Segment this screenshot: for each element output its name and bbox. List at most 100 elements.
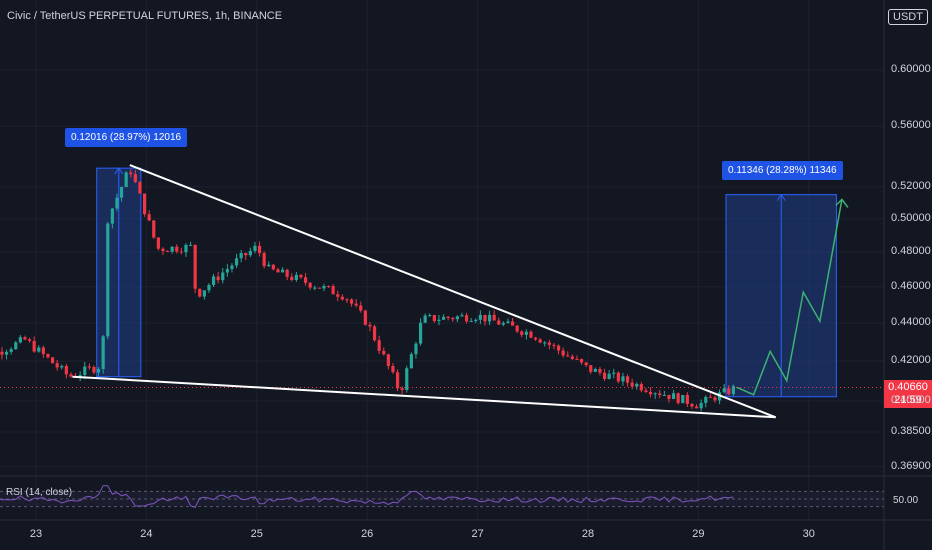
candle-body [662, 394, 666, 396]
projection-arrowhead [835, 198, 849, 208]
candle-body [101, 336, 105, 369]
last-price-tag: 0.40660 21:59 [884, 380, 932, 408]
trendline [72, 375, 776, 419]
candle-body [455, 316, 459, 320]
candle-body [27, 339, 32, 342]
candle-body [731, 386, 735, 395]
currency-button[interactable]: USDT [888, 9, 928, 25]
candle-body [184, 244, 188, 253]
candle-body [83, 366, 87, 375]
candle-body [524, 331, 528, 335]
rsi-line [0, 485, 734, 508]
candle-body [400, 388, 404, 391]
candle-body [161, 248, 165, 252]
candle-body [170, 246, 174, 252]
candle-body [4, 351, 9, 355]
falling-wedge [72, 164, 777, 419]
candle-body [658, 393, 662, 395]
candle-body [685, 394, 689, 405]
candle-body [497, 320, 501, 325]
candle-body [175, 246, 179, 252]
candle-body [336, 294, 340, 297]
candle-body [0, 351, 4, 355]
chart-title: Civic / TetherUS PERPETUAL FUTURES, 1h, … [7, 10, 283, 22]
candle-body [115, 197, 119, 209]
candle-body [267, 264, 271, 267]
rsi-pane [0, 485, 884, 508]
candle-body [239, 253, 243, 259]
candle-body [474, 319, 478, 321]
candle-body [653, 393, 657, 395]
measure-boxes [96, 167, 837, 398]
candle-body [561, 350, 565, 356]
candle-body [294, 274, 298, 280]
candle-body [211, 276, 216, 286]
candle-body [359, 305, 363, 311]
candle-body [575, 358, 579, 360]
y-tick-label: 0.42000 [891, 354, 931, 366]
candle-body [681, 394, 685, 404]
candle-body [616, 372, 620, 382]
candle-body [78, 374, 82, 377]
candle-body [46, 354, 50, 358]
candle-body [460, 315, 464, 317]
candle-body [621, 376, 625, 382]
candle-body [529, 331, 533, 338]
measure-arrowhead [114, 167, 124, 175]
candle-body [570, 356, 574, 359]
candle-body [9, 349, 13, 352]
y-tick-label: 0.40000 [891, 393, 931, 406]
candle-body [285, 269, 289, 277]
candle-body [133, 174, 137, 183]
candle-body [363, 310, 367, 325]
candle-body [87, 366, 91, 368]
y-tick-label: 0.60000 [891, 63, 931, 75]
candle-body [671, 393, 676, 399]
candle-body [423, 315, 427, 323]
candle-body [152, 220, 156, 238]
candle-body [708, 396, 712, 398]
candle-body [60, 366, 64, 368]
candle-body [589, 365, 593, 372]
candle-body [506, 321, 510, 324]
x-tick-label: 28 [581, 528, 595, 540]
candle-body [138, 182, 142, 194]
candle-body [579, 359, 584, 363]
candle-body [538, 339, 542, 343]
candle-body [437, 319, 441, 322]
countdown: 21:59 [894, 394, 922, 406]
candle-body [225, 268, 229, 273]
candle-body [50, 357, 55, 364]
candle-body [257, 245, 262, 254]
candle-body [483, 314, 487, 322]
candle-body [598, 369, 602, 373]
y-tick-label: 0.44000 [891, 316, 931, 329]
candle-body [722, 388, 726, 393]
candle-body [349, 299, 354, 304]
y-tick-label: 0.48000 [891, 245, 931, 258]
candle-body [510, 321, 515, 326]
candle-body [478, 314, 482, 320]
candle-body [515, 325, 519, 332]
y-tick-label: 0.46000 [891, 279, 931, 292]
candle-body [501, 323, 505, 325]
candle-body [188, 244, 193, 246]
y-tick-label: 0.52000 [891, 179, 931, 192]
candle-body [290, 276, 294, 280]
candle-body [602, 372, 607, 379]
x-tick-label: 23 [29, 528, 43, 540]
candle-body [405, 368, 409, 391]
candle-body [110, 208, 114, 224]
candle-body [18, 337, 22, 343]
candle-body [165, 251, 170, 253]
candle-body [96, 368, 101, 373]
y-tick-label: 0.56000 [891, 119, 931, 132]
candle-body [543, 342, 547, 344]
rsi-value: 50.00 [893, 495, 919, 506]
candle-body [308, 282, 312, 288]
candle-body [520, 331, 524, 335]
candle-body [124, 172, 128, 188]
candle-body [345, 299, 349, 301]
candle-body [262, 253, 266, 267]
